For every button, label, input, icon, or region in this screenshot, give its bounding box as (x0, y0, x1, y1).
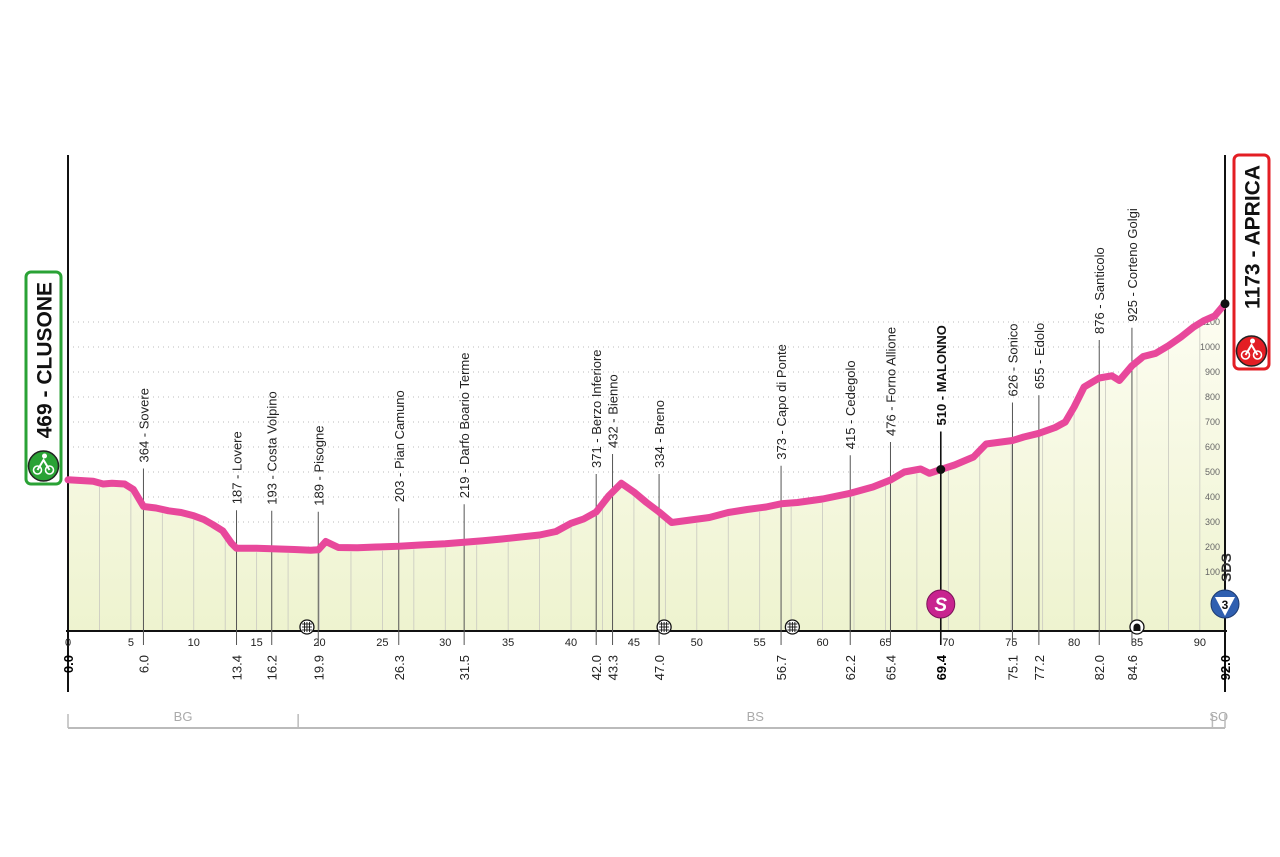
finish-cyclist-icon-head (1250, 338, 1255, 344)
start-badge (24, 270, 63, 486)
finish-cyclist-icon-body (1244, 343, 1259, 356)
y-tick-label: 200 (1205, 542, 1220, 552)
x-tick-label: 20 (313, 637, 325, 649)
waypoint-label: 510 - MALONNO (934, 325, 949, 425)
waypoint-label: 626 - Sonico (1005, 324, 1020, 397)
waypoint-label: 189 - Pisogne (311, 426, 326, 506)
x-tick-label: 50 (691, 637, 703, 649)
x-tick-label: 45 (628, 637, 640, 649)
sprint-icon-text: S (934, 595, 947, 616)
km-label: 16.2 (265, 655, 280, 680)
finish-badge (1232, 153, 1271, 371)
waypoint-label: 364 - Sovere (136, 388, 151, 462)
x-tick-label: 5 (128, 637, 134, 649)
x-tick-label: 40 (565, 637, 577, 649)
km-label: 42.0 (589, 655, 604, 680)
waypoint-label: 193 - Costa Volpino (265, 391, 280, 504)
km-label: 92.0 (1218, 655, 1233, 680)
waypoint-label: 476 - Forno Allione (883, 327, 898, 436)
x-tick-label: 80 (1068, 637, 1080, 649)
kom-triangle (1215, 597, 1235, 616)
km-label: 65.4 (883, 655, 898, 680)
km-label: 84.6 (1125, 655, 1140, 680)
km-label: 77.2 (1032, 655, 1047, 680)
km-label: 26.3 (392, 655, 407, 680)
km-label: 43.3 (606, 655, 621, 680)
km-label: 75.1 (1005, 655, 1020, 680)
y-tick-label: 1100 (1201, 317, 1220, 327)
tunnel-icon-part (1133, 623, 1141, 631)
km-label: 31.5 (457, 655, 472, 680)
waypoint-label: 876 - Santicolo (1092, 247, 1107, 334)
waypoint-label: 371 - Berzo Inferiore (589, 349, 604, 468)
waypoint-label: 655 - Edolo (1032, 323, 1047, 390)
y-tick-label: 500 (1205, 467, 1220, 477)
waypoint-label: 415 - Cedegolo (843, 360, 858, 449)
sds-logo: SDS (1218, 553, 1234, 582)
y-tick-label: 400 (1205, 492, 1220, 502)
start-cyclist-icon-wheel (32, 465, 43, 475)
km-label: 13.4 (230, 655, 245, 680)
waypoint-label: 373 - Capo di Ponte (774, 344, 789, 460)
y-tick-label: 300 (1205, 517, 1220, 527)
waypoint-label: 187 - Lovere (230, 431, 245, 504)
x-tick-label: 10 (188, 637, 200, 649)
x-tick-label: 25 (376, 637, 388, 649)
km-label: 0.0 (61, 655, 76, 673)
finish-label: 1173 - APRICA (1242, 165, 1265, 309)
km-label: 82.0 (1092, 655, 1107, 680)
x-tick-label: 90 (1194, 637, 1206, 649)
kom-icon-text: 3 (1222, 598, 1229, 612)
elevation-profile-line (64, 300, 1229, 554)
waypoint-label: 203 - Pian Camuno (392, 390, 407, 502)
province-label: BS (747, 709, 765, 724)
x-tick-label: 70 (942, 637, 954, 649)
km-label: 56.7 (774, 655, 789, 680)
province-label: BG (174, 709, 193, 724)
y-tick-label: 700 (1205, 417, 1220, 427)
start-cyclist-icon-wheel (44, 465, 55, 475)
y-tick-label: 800 (1205, 392, 1220, 402)
x-tick-label: 30 (439, 637, 451, 649)
y-tick-label: 100 (1205, 567, 1220, 577)
x-tick-label: 0 (65, 637, 71, 649)
x-tick-label: 85 (1131, 637, 1143, 649)
waypoint-label: 432 - Bienno (606, 374, 621, 448)
km-label: 47.0 (652, 655, 667, 680)
start-cyclist-icon-head (42, 453, 47, 459)
intermediate-sprint-icon (926, 589, 956, 619)
x-tick-label: 55 (754, 637, 766, 649)
km-label: 19.9 (311, 655, 326, 680)
x-tick-label: 60 (816, 637, 828, 649)
waypoint-label: 219 - Darfo Boario Terme (457, 353, 472, 499)
finish-point (1220, 299, 1230, 309)
finish-cyclist-icon-wheel (1240, 350, 1251, 360)
x-tick-label: 65 (879, 637, 891, 649)
sprint-point (936, 465, 946, 474)
km-label: 6.0 (136, 655, 151, 673)
y-tick-label: 900 (1205, 367, 1220, 377)
x-tick-label: 35 (502, 637, 514, 649)
finish-cyclist-icon-wheel (1252, 350, 1263, 360)
start-label: 469 - CLUSONE (34, 282, 57, 438)
province-label: SO (1209, 709, 1228, 724)
y-tick-label: 600 (1205, 442, 1220, 452)
km-label: 69.4 (934, 654, 949, 680)
x-tick-label: 75 (1005, 637, 1017, 649)
waypoint-label: 334 - Breno (652, 400, 667, 468)
x-tick-label: 15 (251, 637, 263, 649)
waypoint-label: 925 - Corteno Golgi (1125, 208, 1140, 322)
y-tick-label: 1000 (1200, 342, 1220, 352)
start-cyclist-icon-body (36, 458, 51, 471)
km-label: 62.2 (843, 655, 858, 680)
